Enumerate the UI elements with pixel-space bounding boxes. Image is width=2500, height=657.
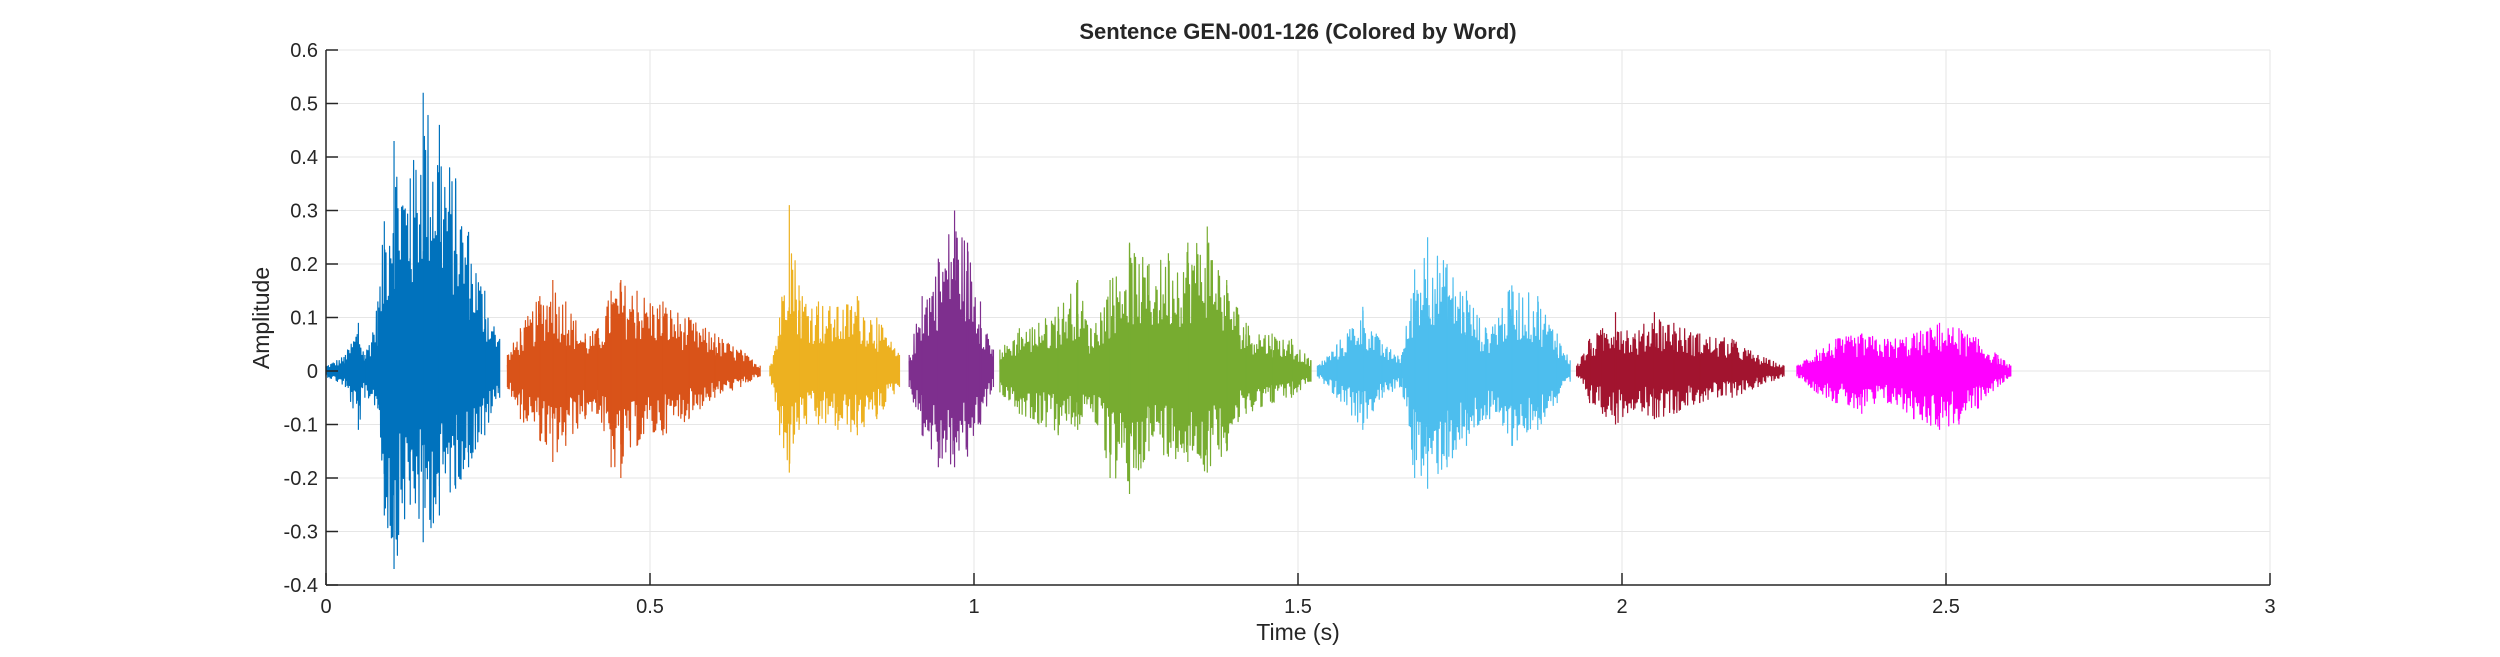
y-tick-label: -0.2	[284, 468, 318, 490]
x-axis-label: Time (s)	[1256, 619, 1339, 645]
y-tick-label: 0.1	[290, 308, 318, 330]
waveform-series-group	[325, 92, 2012, 569]
y-tick-label: -0.4	[284, 575, 318, 597]
x-tick-label: 1	[968, 596, 979, 618]
word-waveform-5	[999, 226, 1312, 495]
y-tick-label: 0.3	[290, 201, 318, 223]
y-tick-label: 0.2	[290, 254, 318, 276]
word-waveform-4	[908, 210, 995, 468]
x-tick-label: 0.5	[636, 596, 664, 618]
x-tick-label: 2.5	[1932, 596, 1960, 618]
word-waveform-3	[769, 205, 901, 473]
x-tick-label: 1.5	[1284, 596, 1312, 618]
word-waveform-8	[1796, 322, 2012, 430]
y-axis-label: Amplitude	[248, 267, 274, 369]
waveform-trace	[999, 242, 1312, 482]
tick-labels: 0 0.5 1 1.5 2 2.5 3 -0.4 -0.3 -0.2 -0.1 0 0.1 0.2 0.3 0…	[284, 40, 2276, 618]
word-waveform-6	[1316, 237, 1571, 489]
word-waveform-1	[325, 92, 501, 569]
y-tick-label: -0.3	[284, 522, 318, 544]
waveform-trace	[1796, 324, 2012, 427]
word-waveform-2	[506, 280, 761, 478]
y-tick-label: -0.1	[284, 415, 318, 437]
y-tick-label: 0.4	[290, 147, 318, 169]
word-waveform-7	[1576, 312, 1785, 425]
y-tick-label: 0.5	[290, 94, 318, 116]
chart-title: Sentence GEN-001-126 (Colored by Word)	[1079, 19, 1516, 44]
x-tick-label: 0	[320, 596, 331, 618]
waveform-trace	[908, 231, 994, 465]
waveform-trace	[1316, 255, 1571, 476]
axes	[325, 49, 2271, 586]
x-tick-label: 2	[1616, 596, 1627, 618]
waveform-trace	[506, 282, 761, 468]
y-tick-label: 0	[307, 361, 318, 383]
waveform-trace	[1576, 319, 1785, 423]
y-tick-label: 0.6	[290, 40, 318, 62]
x-tick-label: 3	[2264, 596, 2275, 618]
waveform-trace	[325, 114, 500, 556]
